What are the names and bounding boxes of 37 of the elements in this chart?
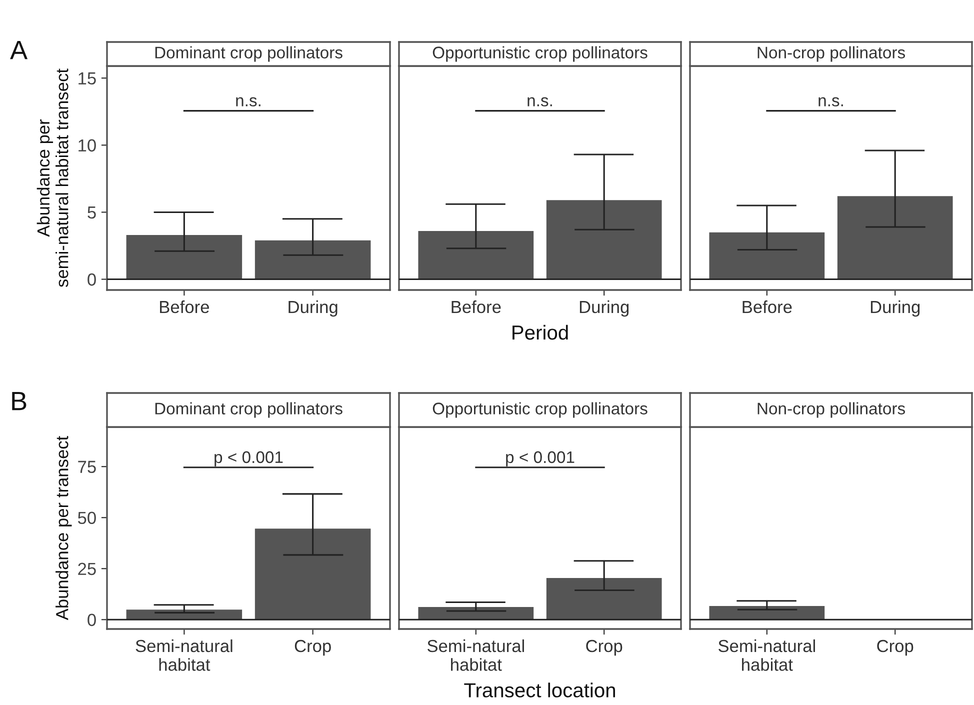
annotation: p < 0.001 [214,451,283,466]
y-tick-label: 75 [78,460,96,474]
y-axis-title: Abundance per semi-natural habitat transect [36,68,68,288]
chart-title: Non-crop pollinators [758,402,905,418]
annotation: n.s. [528,97,552,106]
x-axis-title: Period [512,324,568,340]
text: A [10,40,28,60]
y-tick-label: 0 [88,614,96,626]
chart-title: Dominant crop pollinators [155,46,342,62]
y-axis-title: Abundance per transect [56,436,72,620]
x-tick-label: During [288,300,338,317]
x-tick-label: During [870,300,920,317]
x-tick-label: Before [160,300,209,314]
annotation: n.s. [818,97,843,106]
annotation: p < 0.001 [506,451,574,466]
y-tick-label: 25 [78,562,96,576]
x-tick-label: Crop [294,640,331,656]
x-tick-label: During [580,300,629,317]
y-tick-label: 5 [88,206,96,219]
text: B [12,392,26,410]
x-tick-label: Semi-natural habitat [718,639,815,671]
x-tick-label: Crop [877,640,914,656]
annotation: n.s. [236,97,260,106]
y-tick-label: 0 [88,273,96,286]
x-tick-label: Crop [586,640,622,656]
x-tick-label: Semi-natural habitat [136,639,232,671]
chart-title: Dominant crop pollinators [155,402,342,418]
y-tick-label: 15 [78,72,96,85]
x-axis-title: Transect location [464,682,615,698]
x-tick-label: Before [742,300,792,314]
chart-title: Non-crop pollinators [758,46,905,62]
chart-title: Opportunistic crop pollinators [432,402,648,418]
x-tick-label: Semi-natural habitat [427,639,524,671]
y-tick-label: 50 [78,512,96,524]
chart-title: Opportunistic crop pollinators [432,46,648,62]
y-tick-label: 10 [78,139,96,152]
x-tick-label: Before [452,300,501,314]
